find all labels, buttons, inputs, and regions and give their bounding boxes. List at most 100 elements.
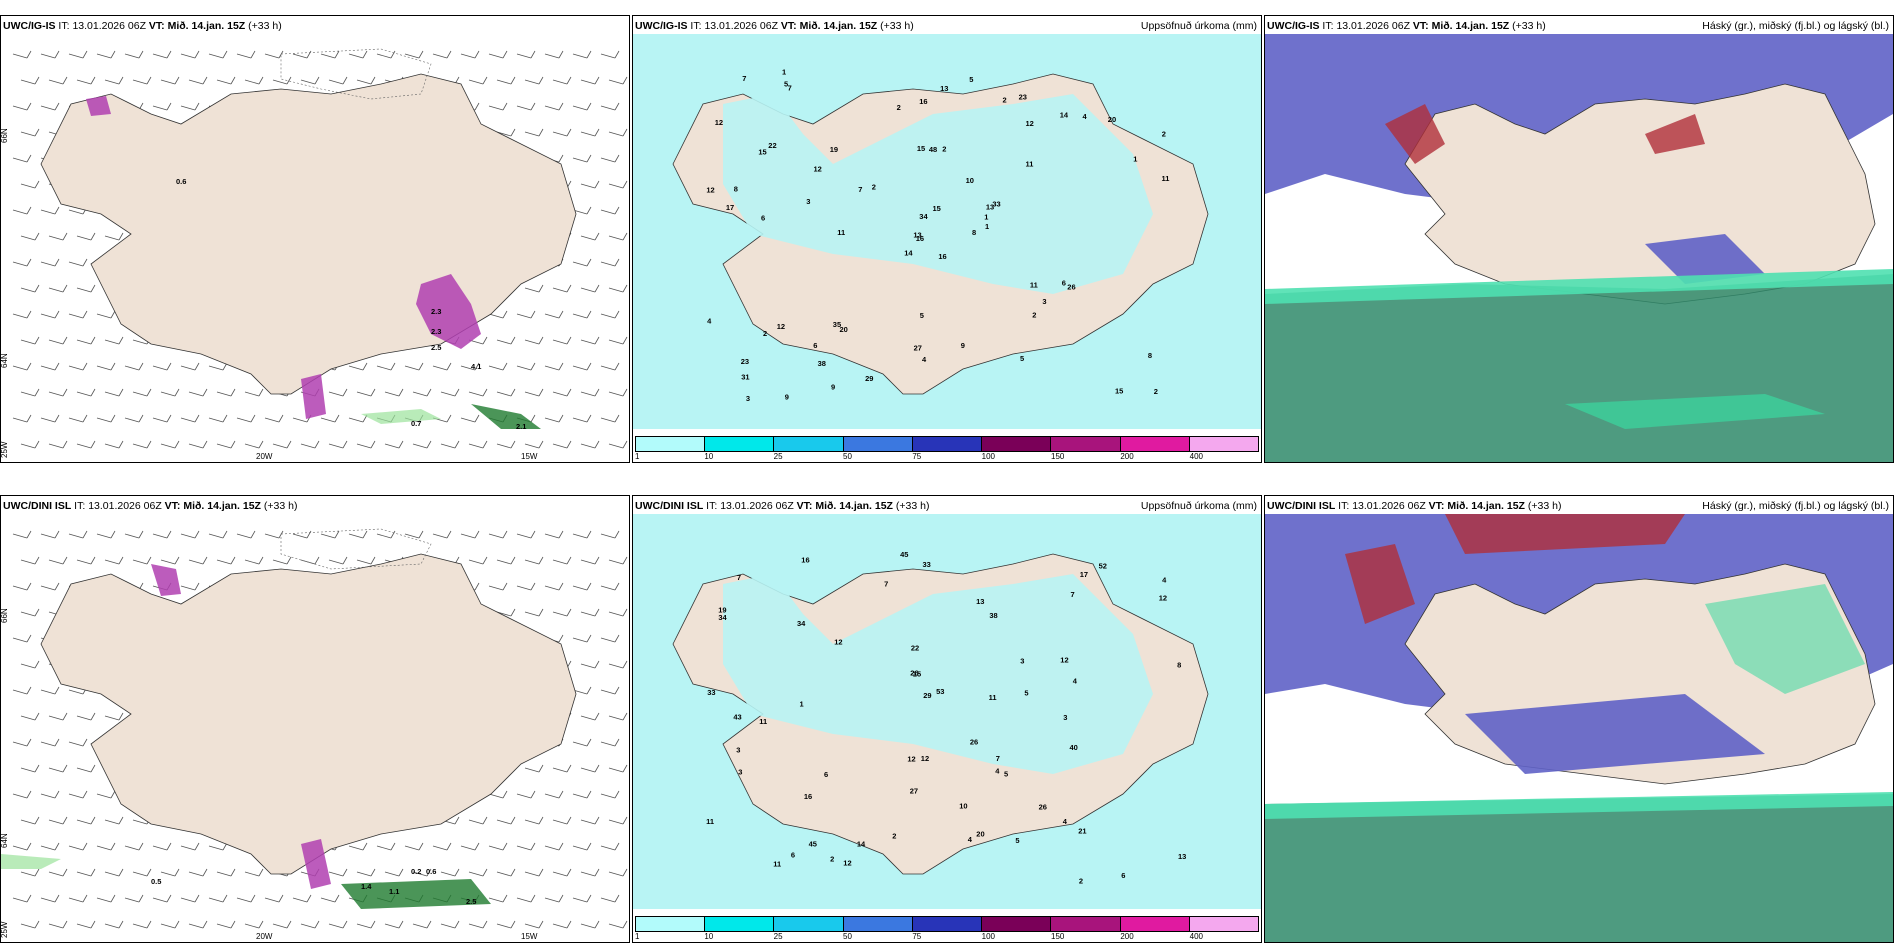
wind-barb-flag [538,868,544,877]
wind-barb [600,313,616,319]
low-cloud [1265,794,1893,942]
wind-barb-flag [418,50,424,59]
wind-barb [12,53,28,59]
precip-value: 45 [809,839,817,848]
precip-value: 16 [916,234,924,243]
colorbar-swatch [842,916,912,932]
wind-barb [328,923,344,929]
wind-barb [412,443,428,449]
colorbar-label: 400 [1189,452,1204,461]
precip-value: 33 [992,200,1000,209]
colorbar-swatch [704,916,774,932]
wind-barb [180,845,196,851]
wind-barb [488,897,504,903]
wind-barb-flag [558,582,564,591]
wind-label: 2.3 [431,327,441,336]
colorbar-label: 100 [981,932,996,941]
wind-barb-flag [586,102,592,111]
snow-area [151,564,181,596]
precip-value: 3 [806,197,810,206]
wind-barb [608,339,624,345]
wind-barb-flag [34,180,40,189]
wind-barb-flag [250,50,256,59]
colorbar-label: 50 [843,932,852,941]
wind-barb-flag [474,582,480,591]
colorbar-swatch [842,436,912,452]
wind-barb-flag [230,920,236,929]
wind-barb [572,157,588,163]
wind-map: 0.5 0.2 0.6 1.4 1.1 2.5 66N 64N 25W 20W … [1,514,629,942]
wind-barb-flag [538,284,544,293]
wind-barb-flag [586,738,592,747]
wind-barb [292,417,308,423]
wind-barb-flag [138,414,144,423]
wind-barb [496,131,512,137]
wind-barb [124,533,140,539]
wind-precip-panel-bottom: UWC/DINI ISL IT: 13.01.2026 06Z VT: Mið.… [0,495,630,943]
wind-barb-flag [594,440,600,449]
wind-barb-flag [446,362,452,371]
wind-barb [48,391,64,397]
wind-barb [460,53,476,59]
wind-barb [348,845,364,851]
wind-barb [544,53,560,59]
wind-barb-flag [230,440,236,449]
wind-barb [348,417,364,423]
wind-barb [292,53,308,59]
wind-barb-flag [26,102,32,111]
precip-value: 11 [989,693,997,702]
wind-barb [216,871,232,877]
wind-barb-flag [90,388,96,397]
precip-value: 13 [913,231,921,240]
wind-barb [48,235,64,241]
wind-barb-flag [82,790,88,799]
precip-value: 27 [914,344,922,353]
precip-value: 4 [922,355,927,364]
wind-barb [516,585,532,591]
wind-barb [496,611,512,617]
wind-barb [600,585,616,591]
wind-barb [76,79,92,85]
wind-barb-flag [622,284,628,293]
wind-barb [580,79,596,85]
wind-barb-flag [594,232,600,241]
wind-barb [76,767,92,773]
wind-barb [440,923,456,929]
wind-barb-flag [614,258,620,267]
wind-barb [68,313,84,319]
wind-barb-flag [594,660,600,669]
precip-value: 9 [831,383,835,392]
wind-barb-flag [538,336,544,345]
wind-barb-flag [622,816,628,825]
wind-barb-flag [82,842,88,851]
wind-barb [572,105,588,111]
wind-barb [12,793,28,799]
wind-barb-flag [34,556,40,565]
wind-barb-flag [454,440,460,449]
precip-value: 31 [741,373,749,382]
wind-barb-flag [474,414,480,423]
wind-barb [48,819,64,825]
wind-barb-flag [538,920,544,929]
wind-barb [516,365,532,371]
wind-barb [124,417,140,423]
wind-barb [608,287,624,293]
wind-barb-flag [502,530,508,539]
wind-barb [516,845,532,851]
precip-area [723,94,1153,294]
wind-barb [572,637,588,643]
wind-barb-flag [342,920,348,929]
precip-value: 12 [843,858,851,867]
wind-barb-flag [166,362,172,371]
precip-value: 8 [972,228,976,237]
wind-barb [328,79,344,85]
wind-barb-flag [202,388,208,397]
wind-barb [104,339,120,345]
wind-barb [608,871,624,877]
wind-barb-flag [426,920,432,929]
wind-barb-flag [174,76,180,85]
wind-barb-flag [34,388,40,397]
wind-barb-flag [538,764,544,773]
wind-barb-flag [622,608,628,617]
precip-value: 12 [1159,594,1167,603]
